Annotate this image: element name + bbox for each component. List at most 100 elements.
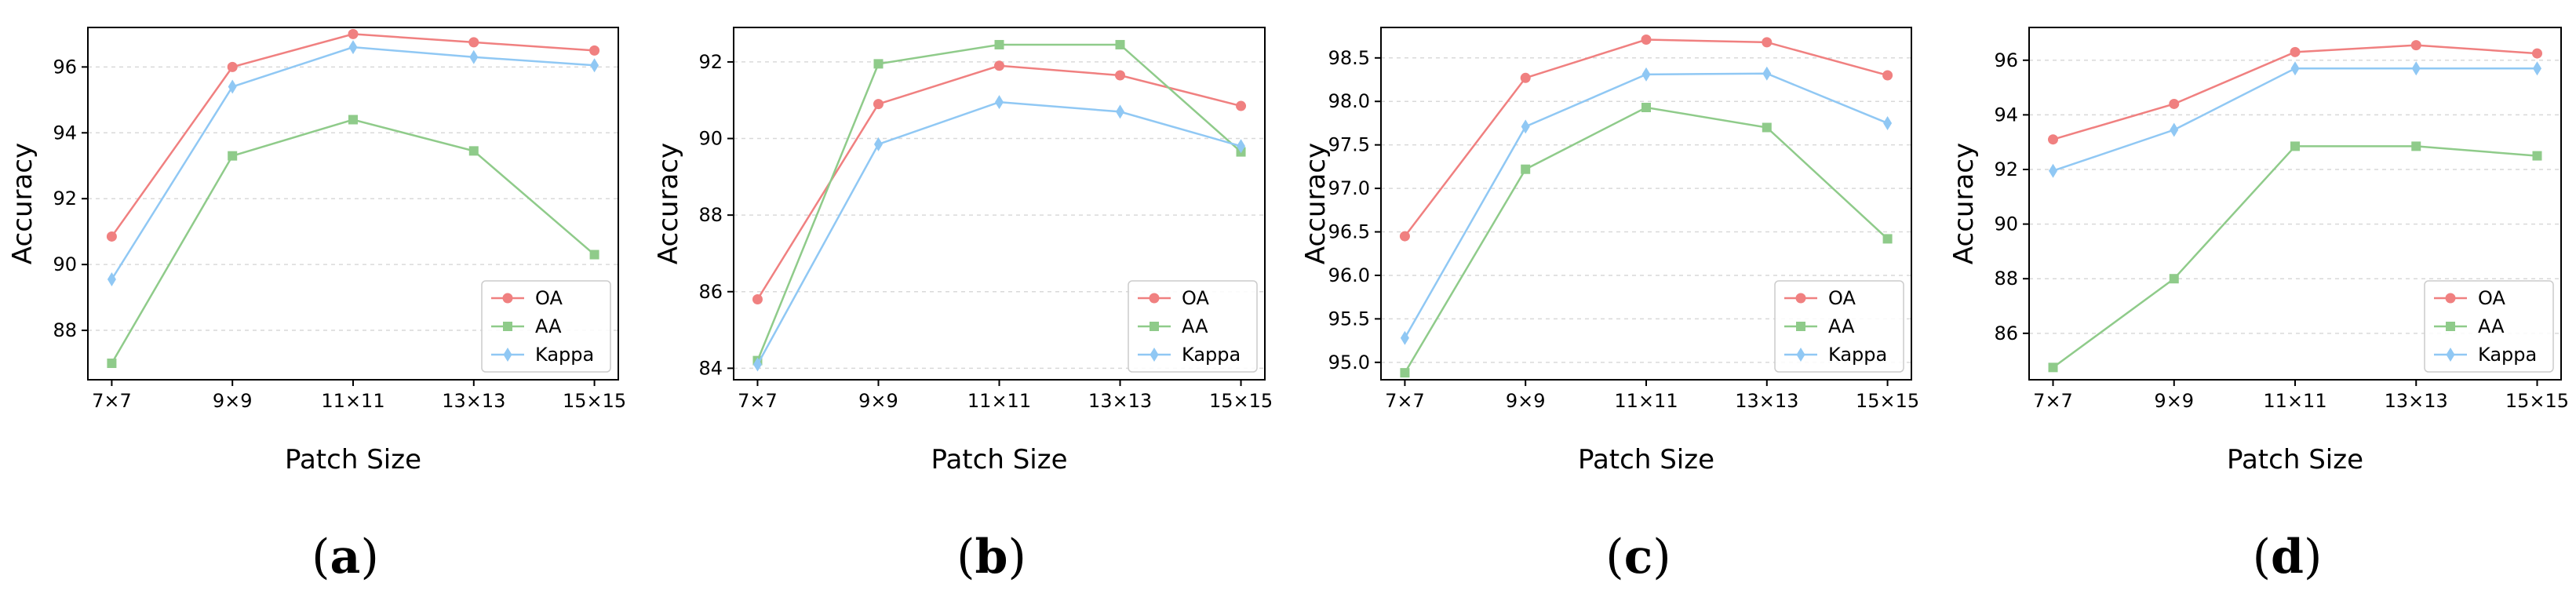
data-point-kappa <box>590 58 599 73</box>
x-tick-label: 11×11 <box>321 390 384 412</box>
x-tick-label: 9×9 <box>213 390 253 412</box>
x-tick-label: 11×11 <box>967 390 1031 412</box>
legend: OA AA Kappa <box>1774 280 1904 373</box>
data-point-oa <box>348 28 359 39</box>
data-point-kappa <box>1762 66 1772 81</box>
chart-panel-2: 84 86 88 90 92 7×7 9×9 11×11 13×13 15×15 Patch Siz… <box>653 27 1273 475</box>
y-tick-label: 88 <box>1994 268 2018 290</box>
data-point-kappa <box>107 272 116 287</box>
data-point-kappa <box>2290 61 2300 76</box>
data-point-oa <box>1236 100 1247 111</box>
data-point-oa <box>994 60 1004 71</box>
series-line-kappa <box>111 46 595 280</box>
data-point-oa <box>589 45 600 56</box>
panel-label: (a) <box>312 530 379 585</box>
y-tick-label: 90 <box>1994 213 2018 235</box>
panel-label: (c) <box>1605 530 1671 585</box>
data-point-aa <box>2048 362 2058 373</box>
series-line-kappa <box>2053 67 2538 172</box>
data-point-kappa <box>1883 115 1893 130</box>
legend-label-oa: OA <box>1828 287 1856 309</box>
y-tick-label: 86 <box>698 281 723 303</box>
data-point-aa <box>1400 368 1410 378</box>
chart-panel-3: 95.0 95.5 96.0 96.5 97.0 97.5 98.0 98.5 7×7 9×9 11… <box>1300 27 1919 475</box>
legend-label-kappa: Kappa <box>535 344 594 366</box>
data-point-oa <box>106 231 117 242</box>
legend-marker-aa <box>2446 322 2455 331</box>
x-tick-label: 9×9 <box>2154 390 2194 412</box>
y-tick-label: 98.0 <box>1328 90 1370 112</box>
data-point-aa <box>2532 151 2542 161</box>
data-point-kappa <box>752 357 762 372</box>
x-tick-label: 13×13 <box>442 390 505 412</box>
legend-marker-oa <box>2445 293 2456 304</box>
data-point-oa <box>1762 37 1773 48</box>
legend-label-oa: OA <box>535 287 563 309</box>
y-tick-label: 88 <box>53 319 77 341</box>
data-point-kappa <box>1641 67 1651 82</box>
x-axis-label: Patch Size <box>2227 444 2363 475</box>
x-axis-label: Patch Size <box>285 444 421 475</box>
data-point-oa <box>2169 98 2180 109</box>
y-axis-label: Accuracy <box>1300 143 1332 264</box>
x-tick-label: 9×9 <box>858 390 898 412</box>
x-tick-label: 13×13 <box>1735 390 1798 412</box>
data-point-aa <box>2169 274 2179 284</box>
data-point-aa <box>1882 234 1893 244</box>
data-point-aa <box>2290 141 2300 151</box>
data-point-kappa <box>1400 330 1409 345</box>
data-point-oa <box>873 99 884 110</box>
x-tick-label: 7×7 <box>1385 390 1425 412</box>
y-tick-label: 94 <box>1994 104 2018 126</box>
y-axis-label: Accuracy <box>653 143 684 264</box>
series-line-oa <box>111 33 595 238</box>
data-point-oa <box>1115 70 1126 81</box>
data-point-kappa <box>2532 61 2541 76</box>
x-tick-label: 9×9 <box>1506 390 1546 412</box>
data-point-kappa <box>2049 163 2058 178</box>
data-point-oa <box>1641 35 1652 46</box>
data-point-oa <box>468 37 479 48</box>
y-tick-label: 90 <box>698 128 723 150</box>
legend-box <box>481 280 611 373</box>
y-tick-label: 96 <box>1994 49 2018 71</box>
panel-label: (b) <box>956 530 1026 585</box>
data-point-kappa <box>2170 122 2179 137</box>
data-point-oa <box>2531 48 2542 59</box>
y-tick-label: 96 <box>53 56 77 78</box>
legend-marker-aa <box>1150 322 1159 331</box>
data-point-aa <box>589 250 599 260</box>
legend-marker-kappa <box>2446 348 2455 362</box>
data-point-aa <box>1762 122 1772 133</box>
data-point-aa <box>468 146 479 156</box>
x-tick-label: 13×13 <box>2385 390 2448 412</box>
legend-marker-oa <box>502 293 513 304</box>
data-point-kappa <box>1237 139 1246 154</box>
x-axis-label: Patch Size <box>931 444 1068 475</box>
data-point-kappa <box>1521 119 1530 134</box>
legend-label-kappa: Kappa <box>1828 344 1887 366</box>
y-tick-label: 92 <box>698 51 723 73</box>
y-tick-label: 97.5 <box>1328 134 1370 156</box>
legend-label-oa: OA <box>1182 287 1209 309</box>
data-point-oa <box>1520 72 1531 83</box>
data-point-oa <box>2410 40 2421 51</box>
data-point-kappa <box>1116 104 1125 119</box>
data-point-oa <box>752 294 763 305</box>
legend-box <box>1128 280 1258 373</box>
x-tick-label: 15×15 <box>2505 390 2569 412</box>
y-tick-label: 95.0 <box>1328 351 1370 373</box>
legend-label-aa: AA <box>1182 315 1208 337</box>
data-point-kappa <box>995 95 1004 110</box>
data-point-kappa <box>469 49 479 64</box>
legend-box <box>1774 280 1904 373</box>
x-tick-label: 13×13 <box>1088 390 1152 412</box>
series-line-oa <box>2053 44 2538 140</box>
x-tick-label: 15×15 <box>563 390 626 412</box>
data-point-oa <box>2048 134 2059 145</box>
y-tick-label: 86 <box>1994 322 2018 344</box>
data-point-oa <box>1399 231 1410 242</box>
y-tick-label: 92 <box>1994 158 2018 180</box>
y-axis-label: Accuracy <box>1948 143 1980 264</box>
y-tick-label: 90 <box>53 253 77 275</box>
